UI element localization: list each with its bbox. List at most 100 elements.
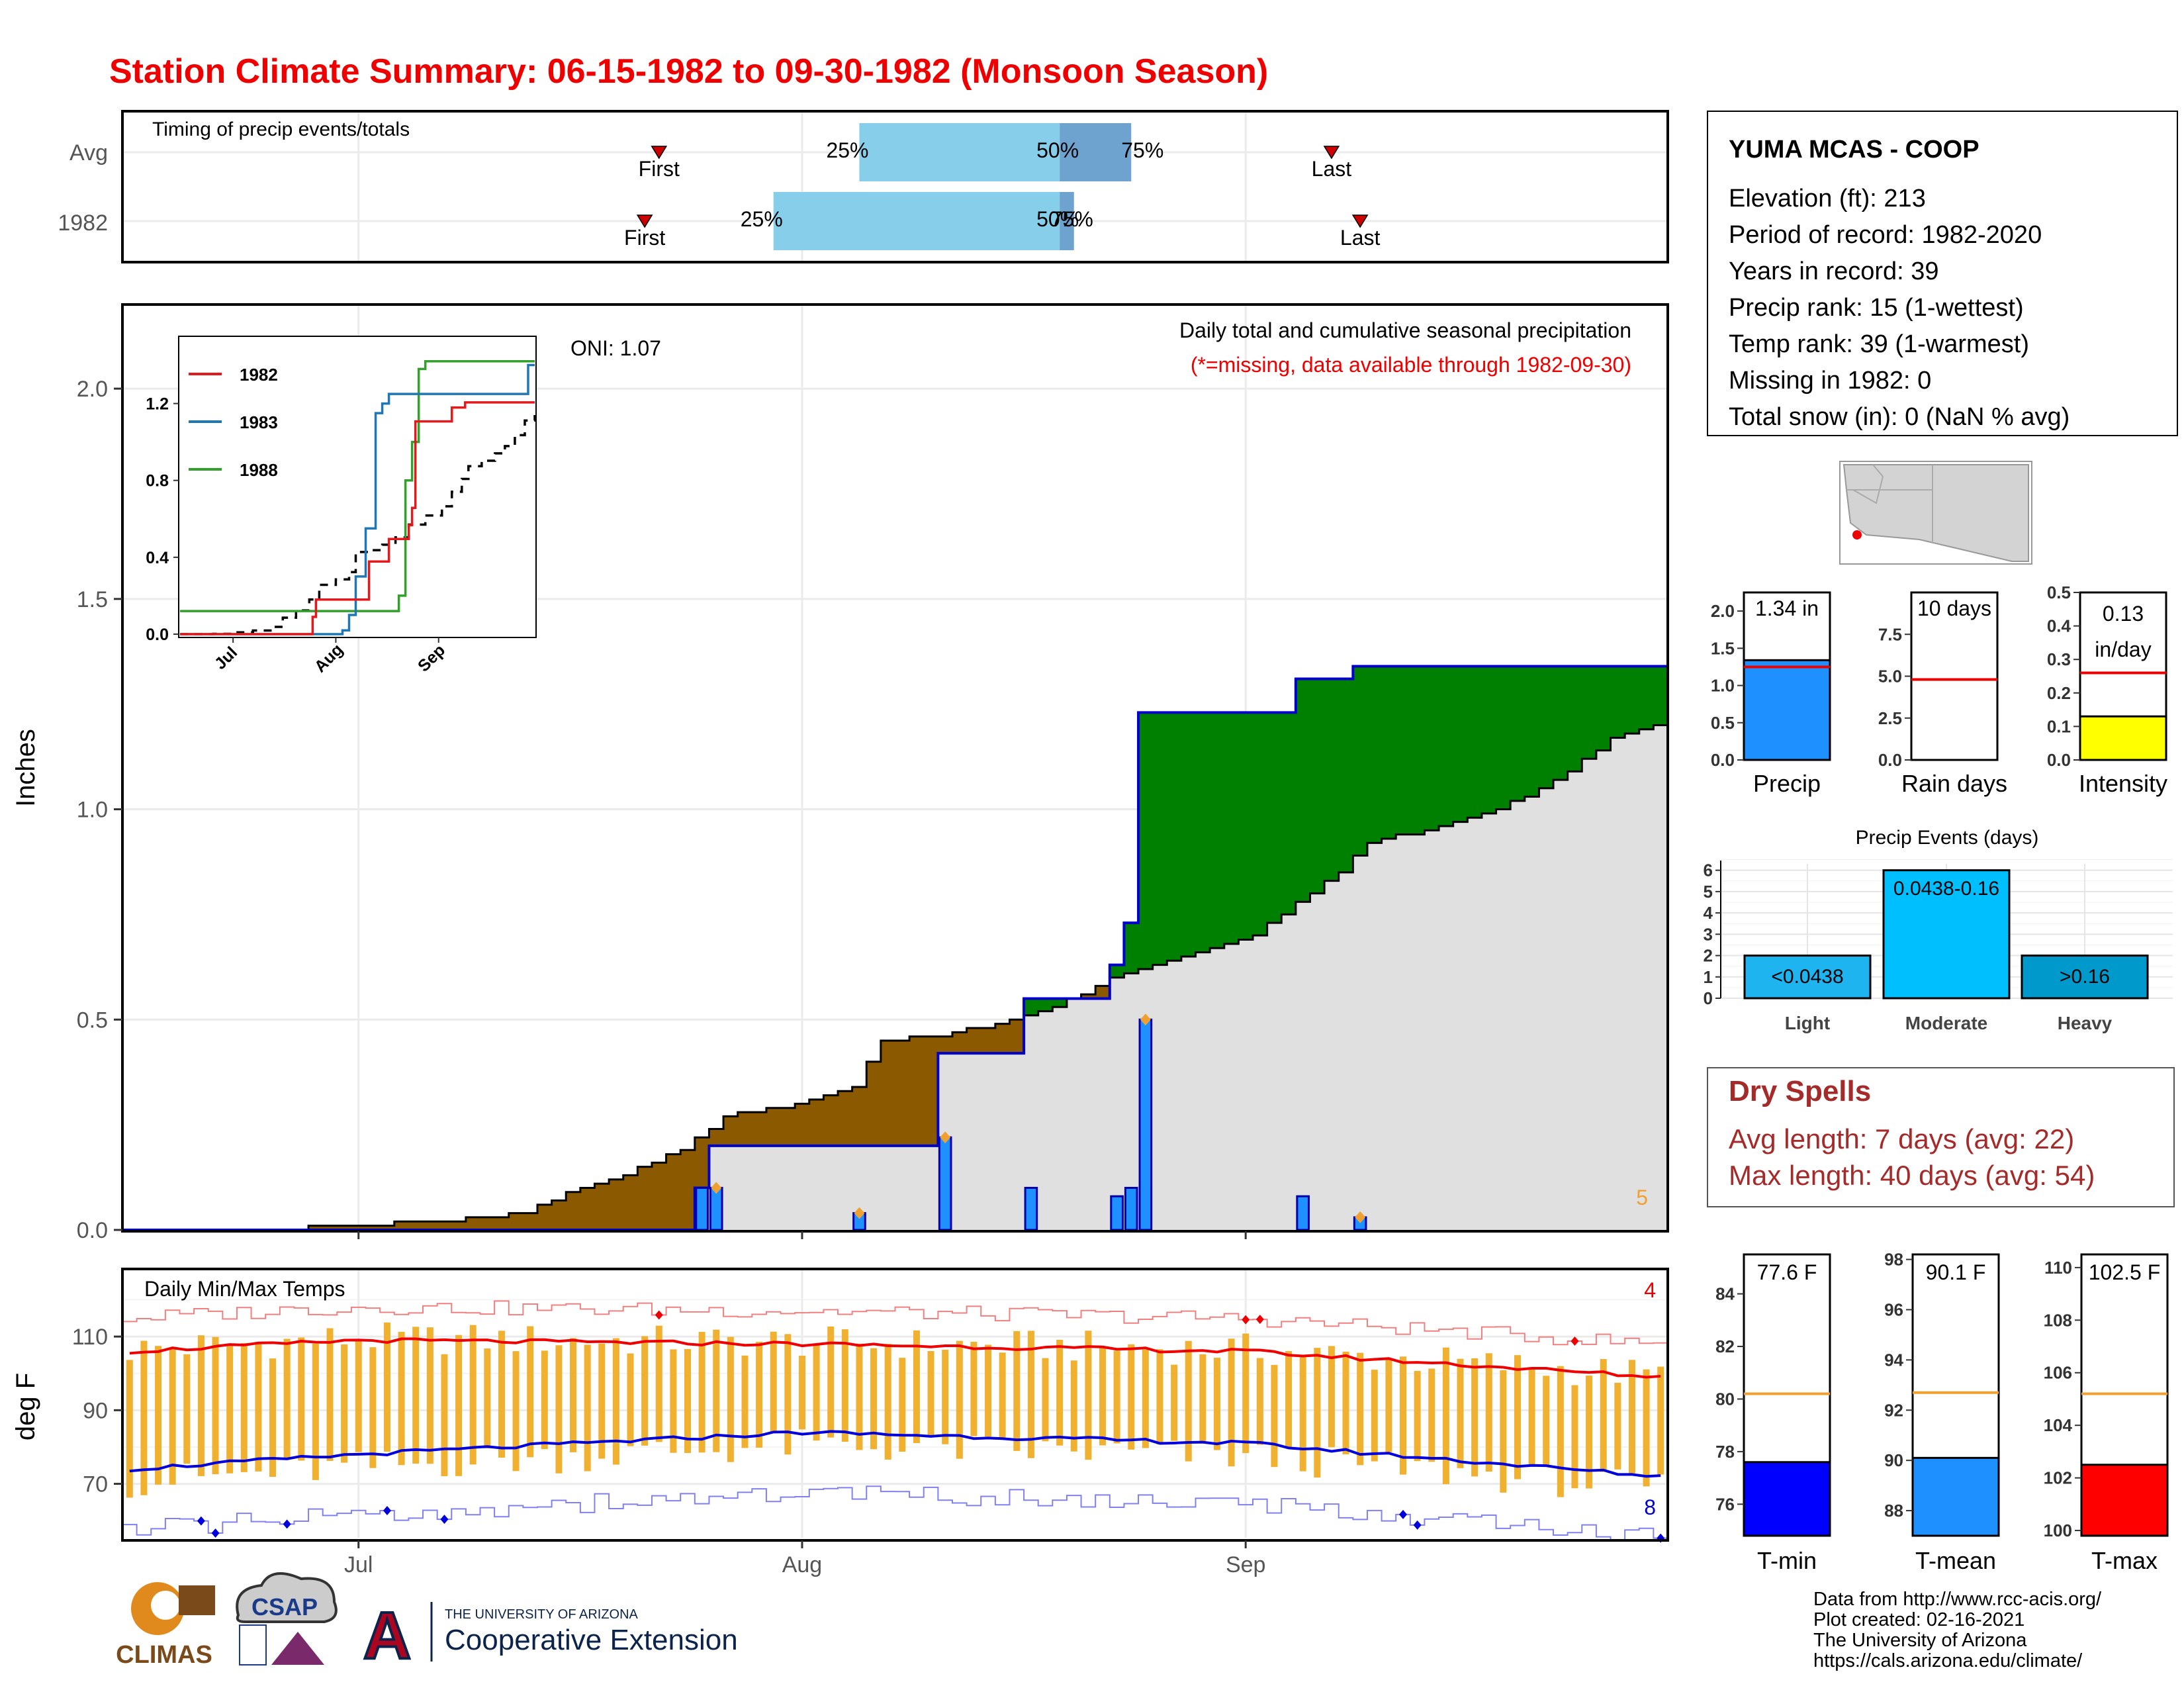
- daily-temp-range-bar: [1428, 1368, 1435, 1462]
- gauge-intensity-unit: in/day: [2095, 637, 2151, 661]
- below-average-area: [923, 1036, 938, 1146]
- record-low-marker: [440, 1515, 449, 1524]
- record-high-marker: [1242, 1315, 1250, 1325]
- ua-extension-name: Cooperative Extension: [445, 1624, 738, 1656]
- temp-panel-title: Daily Min/Max Temps: [144, 1277, 345, 1301]
- dry-spells-box: Dry Spells Avg length: 7 days (avg: 22) …: [1707, 1067, 2175, 1207]
- above-average-area: [1582, 666, 1597, 759]
- below-average-area: [952, 1032, 968, 1054]
- precip-rank-marker: [854, 1207, 865, 1219]
- above-average-area: [1124, 923, 1139, 974]
- inset-y-tick-label: 0.8: [146, 472, 169, 491]
- y-tick-label: 1.5: [77, 587, 108, 612]
- below-average-area: [909, 1036, 925, 1146]
- daily-temp-range-bar: [598, 1343, 606, 1459]
- record-low-marker: [1413, 1520, 1422, 1530]
- below-average-area: [852, 1086, 867, 1146]
- daily-temp-range-bar: [469, 1325, 477, 1465]
- t-min-gauge-tick-label: 82: [1715, 1336, 1735, 1356]
- daily-temp-range-bar: [1657, 1366, 1664, 1475]
- daily-temp-range-bar: [1400, 1356, 1407, 1475]
- t-max-gauge-tick-label: 106: [2044, 1363, 2072, 1383]
- above-average-area: [1639, 666, 1654, 729]
- event-bar-light: [1743, 955, 1872, 1000]
- above-average-area: [1410, 666, 1426, 835]
- above-average-area: [1510, 666, 1525, 801]
- oni-label: ONI: 1.07: [570, 336, 661, 360]
- t-mean-gauge-tick-label: 98: [1884, 1250, 1903, 1270]
- daily-temp-range-bar: [1099, 1346, 1106, 1446]
- below-average-area: [795, 1103, 810, 1146]
- below-average-area: [451, 1221, 467, 1230]
- above-average-area: [1109, 964, 1125, 978]
- daily-temp-range-bar: [741, 1355, 749, 1448]
- station-line: Temp rank: 39 (1-warmest): [1729, 330, 2029, 358]
- t-min-gauge-tick-label: 76: [1715, 1494, 1735, 1514]
- below-average-area: [823, 1095, 839, 1146]
- y-tick-label: 1.0: [77, 798, 108, 823]
- timing-pct-label: 25%: [826, 138, 868, 162]
- below-average-area: [623, 1175, 638, 1230]
- precip-events-title: Precip Events (days): [1856, 827, 2039, 849]
- daily-temp-range-bar: [1371, 1370, 1378, 1462]
- daily-temp-range-bar: [1457, 1358, 1464, 1468]
- precip-gauge-fill: [1743, 659, 1831, 761]
- daily-temp-range-bar: [1142, 1349, 1149, 1448]
- daily-temp-range-bar: [1485, 1353, 1492, 1472]
- temp-count-min: 8: [1644, 1495, 1656, 1519]
- precip-rank-marker: [1355, 1211, 1366, 1223]
- inset-average-line: [180, 415, 536, 635]
- legend-label-1982: 1982: [240, 365, 278, 385]
- inset-line-1988: [180, 359, 535, 612]
- below-average-area: [408, 1221, 424, 1230]
- event-bar-heavy: [2021, 955, 2149, 1000]
- events-y-tick-label: 5: [1704, 882, 1713, 902]
- daily-temp-range-bar: [1614, 1382, 1621, 1470]
- daily-temp-range-bar: [1156, 1349, 1163, 1444]
- daily-temp-range-bar: [126, 1360, 133, 1498]
- daily-temp-range-bar: [670, 1349, 677, 1453]
- record-low-line: [122, 1485, 1668, 1541]
- above-average-area: [1181, 712, 1197, 957]
- daily-temp-range-bar: [1299, 1357, 1306, 1472]
- daily-temp-range-bar: [1543, 1376, 1550, 1466]
- t-max-gauge-tick-label: 104: [2044, 1415, 2073, 1435]
- daily-temp-range-bar: [770, 1331, 777, 1432]
- above-average-area: [1195, 712, 1210, 953]
- csap-logo-text: CSAP: [251, 1593, 318, 1620]
- intensity-gauge-tick-label: 0.4: [2047, 616, 2071, 636]
- event-bar-moderate: [1882, 869, 2011, 1000]
- record-low-marker: [211, 1528, 220, 1538]
- daily-temp-range-bar: [1342, 1351, 1349, 1455]
- daily-temp-range-bar: [641, 1336, 649, 1446]
- precip-gauge-tick-label: 1.0: [1711, 676, 1735, 696]
- below-average-area: [752, 1112, 767, 1146]
- raindays-gauge-tick-label: 2.5: [1878, 708, 1902, 728]
- daily-temp-range-bar: [727, 1336, 734, 1462]
- daily-temp-range-bar: [1070, 1360, 1077, 1452]
- daily-temp-range-bar: [1271, 1364, 1278, 1468]
- below-average-area: [809, 1100, 824, 1146]
- t-mean-gauge-tick-label: 88: [1884, 1501, 1903, 1521]
- daily-temp-range-bar: [1414, 1371, 1421, 1462]
- daily-temp-range-bar: [698, 1332, 705, 1453]
- daily-temp-range-bar: [398, 1331, 405, 1466]
- daily-precip-bar: [1138, 1018, 1153, 1231]
- temp-panel: 70 90 110 Jul Aug Sep deg F Daily Min/Max Te…: [11, 1268, 1669, 1577]
- daily-temp-range-bar: [283, 1338, 291, 1458]
- normal-low-line: [129, 1430, 1661, 1478]
- raindays-gauge-tick-label: 5.0: [1878, 667, 1902, 686]
- below-average-area: [637, 1166, 653, 1230]
- timing-row-year: 1982: [58, 211, 108, 236]
- daily-temp-range-bar: [312, 1343, 319, 1480]
- daily-temp-range-bar: [1385, 1360, 1392, 1452]
- precip-rank-marker: [711, 1182, 722, 1194]
- daily-temp-range-bar: [1171, 1364, 1178, 1441]
- gauge-intensity-value: 0.13: [2103, 602, 2144, 626]
- daily-temp-range-bar: [756, 1341, 763, 1448]
- daily-temp-range-bar: [856, 1343, 863, 1450]
- gauge-intensity-label: Intensity: [2079, 770, 2167, 797]
- above-average-area: [1553, 666, 1569, 780]
- daily-precip-bar: [1124, 1186, 1138, 1231]
